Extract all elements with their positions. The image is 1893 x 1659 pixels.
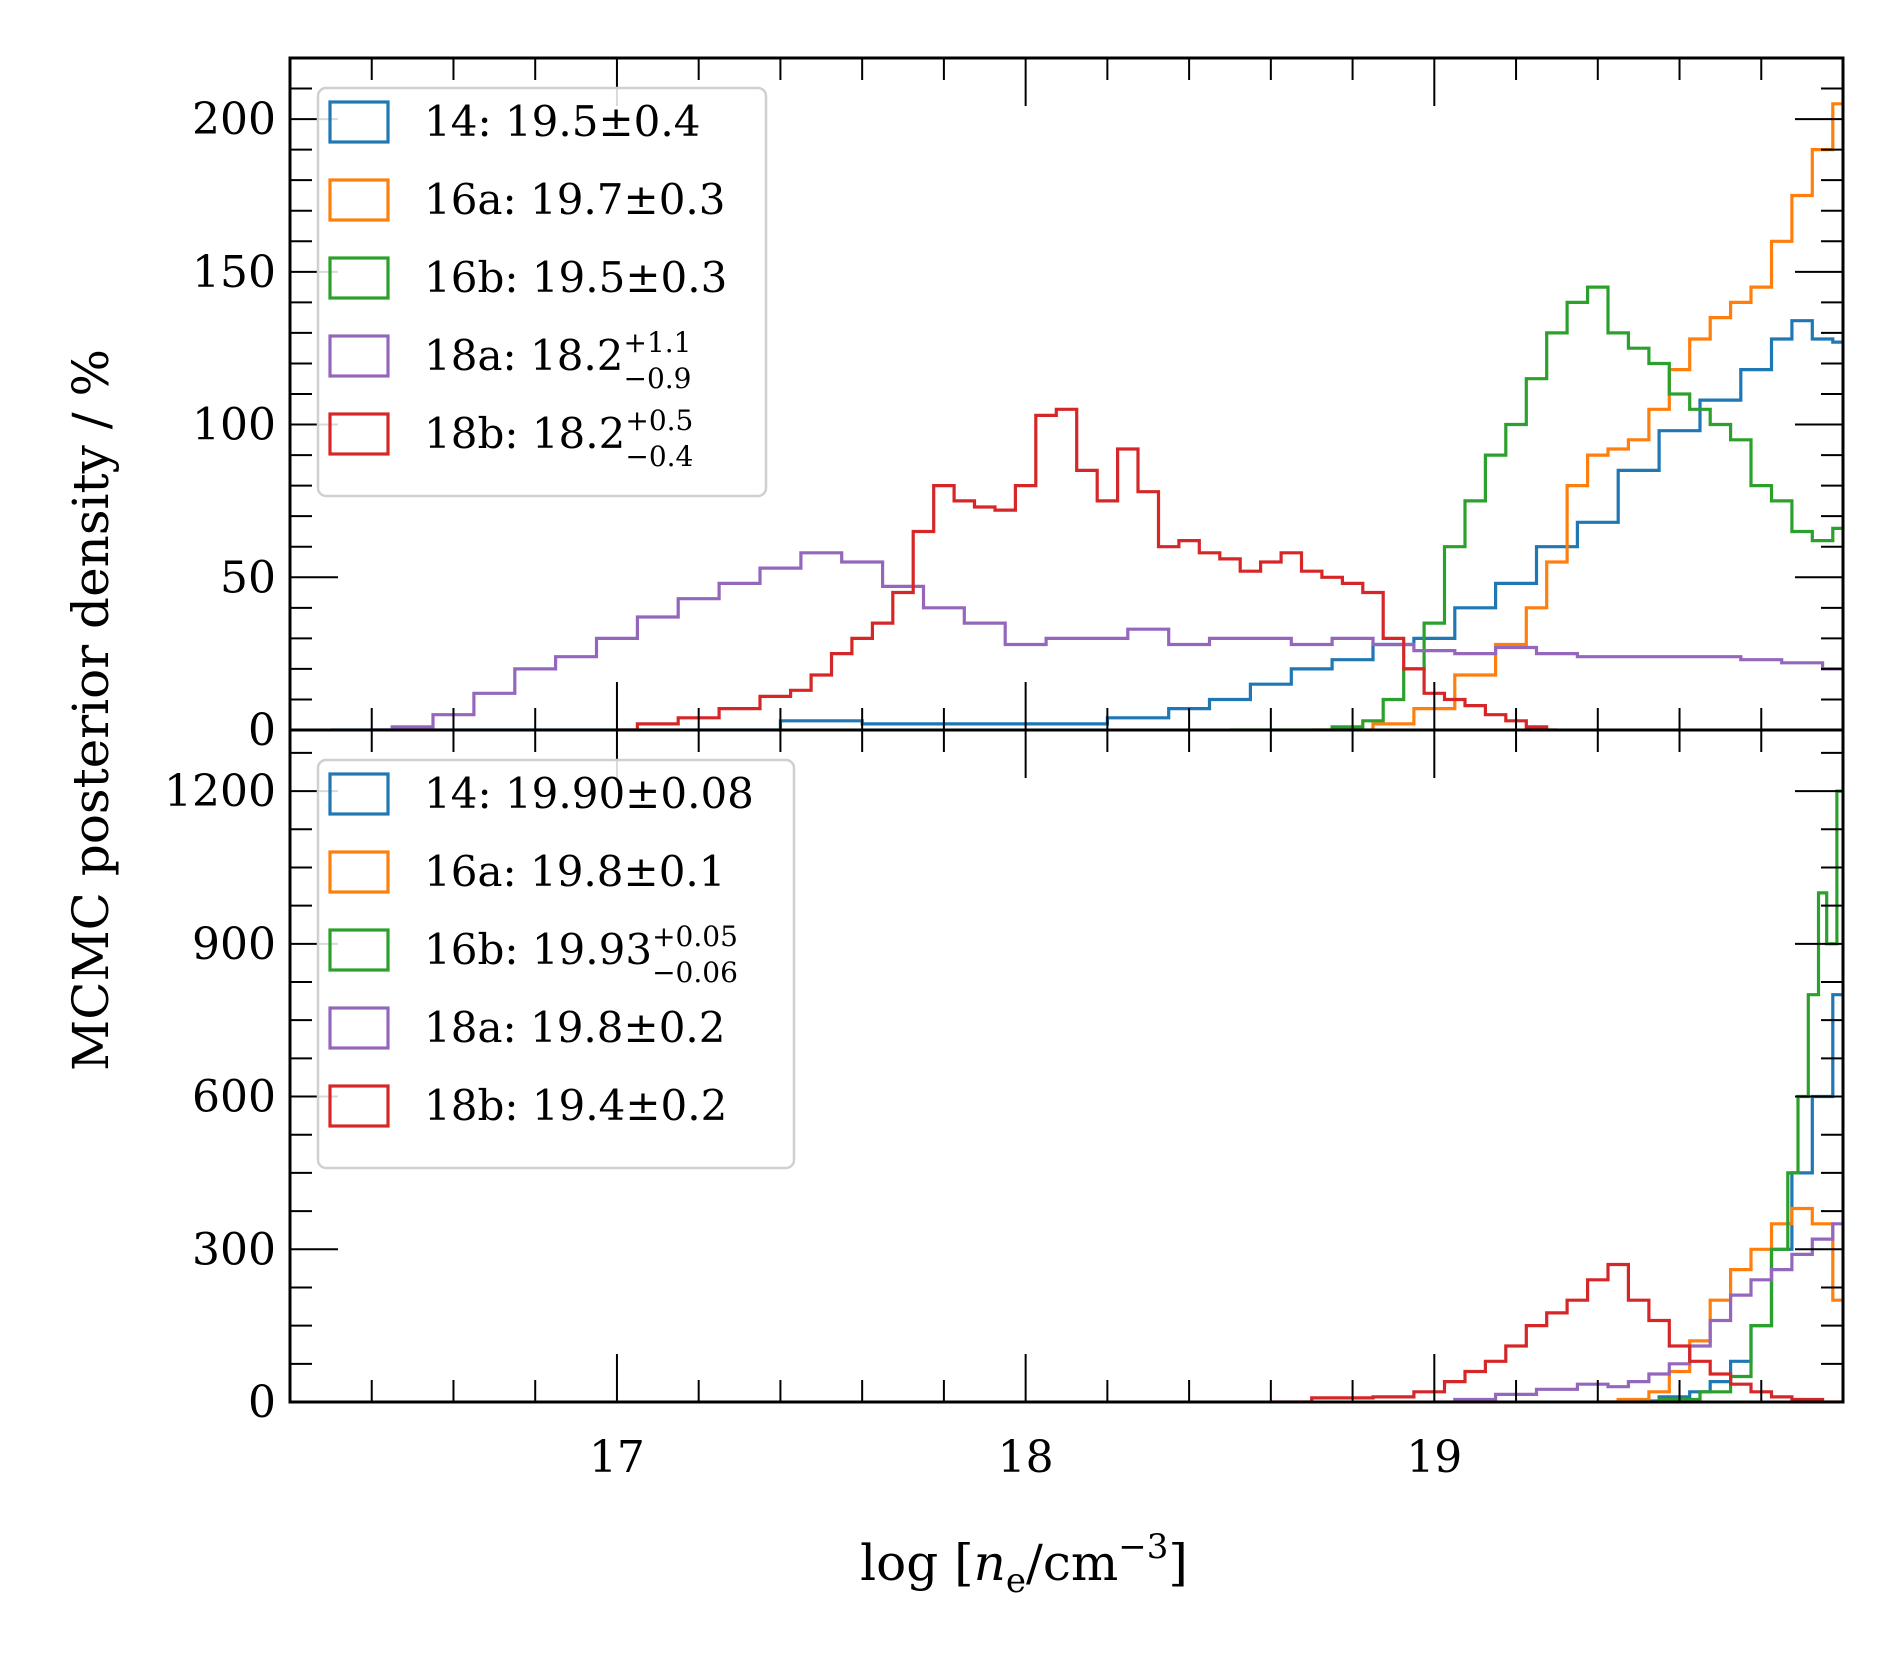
legend-box (316, 86, 768, 498)
x-tick-label: 17 (589, 1432, 645, 1483)
y-tick-label: 0 (248, 705, 276, 756)
x-axis-label: log [ne/cm−3] (860, 1527, 1188, 1601)
top-panel: 0 50 100 150 200 14: 19.5±0.4 16a: 19.7±0.3 16b… (192, 56, 1845, 756)
legend-box (316, 758, 796, 1170)
series-line-s16b (1230, 285, 1843, 730)
legend-swatch-s18a (328, 1006, 390, 1050)
y-tick-label: 200 (192, 94, 276, 145)
series-line-s14 (1597, 993, 1843, 1402)
legend-label-s14: 14: 19.5±0.4 (424, 97, 700, 146)
legend-swatch-s18b (328, 412, 390, 456)
y-tick-label: 900 (192, 919, 276, 970)
x-tick-label: 18 (998, 1432, 1054, 1483)
series-line-s16b (1638, 789, 1843, 1402)
legend-label-s18a: 18a: 18.2+1.1 −0.9 (424, 326, 692, 395)
x-tick-label: 19 (1406, 1432, 1462, 1483)
legend-label-s16b: 16b: 19.5±0.3 (424, 253, 727, 302)
y-tick-label: 50 (220, 552, 276, 603)
series-line-s16a (1311, 102, 1843, 730)
series-line-s18a (371, 551, 1843, 730)
series-line-s18b (616, 407, 1557, 730)
y-tick-label: 100 (192, 400, 276, 451)
series-line-s16a (1597, 1206, 1843, 1402)
y-tick-label: 600 (192, 1072, 276, 1123)
legend-swatch-s18a (328, 334, 390, 378)
y-tick-label: 150 (192, 247, 276, 298)
y-tick-label: 300 (192, 1224, 276, 1275)
y-axis-label: MCMC posterior density / % (62, 349, 120, 1071)
legend-label-s18b: 18b: 18.2+0.5 −0.4 (424, 404, 693, 473)
series-line-s18a (1434, 1222, 1843, 1402)
legend-swatch-s14 (328, 100, 390, 144)
legend-label-s18b: 18b: 19.4±0.2 (424, 1081, 727, 1130)
legend-swatch-s16b (328, 928, 390, 972)
legend-swatch-s16b (328, 256, 390, 300)
legend-swatch-s16a (328, 178, 390, 222)
axes-frame (288, 728, 1845, 1404)
legend-swatch-s16a (328, 850, 390, 894)
legend: 14: 19.90±0.08 16a: 19.8±0.1 16b: 19.93+0.… (316, 758, 796, 1170)
legend-label-s16b: 16b: 19.93+0.05 −0.06 (424, 920, 738, 989)
legend-label-s16a: 16a: 19.8±0.1 (424, 847, 726, 896)
legend-swatch-s14 (328, 772, 390, 816)
legend-label-s18a: 18a: 19.8±0.2 (424, 1003, 726, 1052)
y-tick-label: 0 (248, 1377, 276, 1428)
legend-swatch-s18b (328, 1084, 390, 1128)
legend: 14: 19.5±0.4 16a: 19.7±0.3 16b: 19.5±0.3 18… (316, 86, 768, 498)
y-tick-label: 1200 (164, 766, 276, 817)
bottom-panel: 0 300 600 900 1200 17 18 19 14: 19.90±0.08 16a: 1… (164, 728, 1845, 1483)
series-line-s18b (1270, 1262, 1843, 1402)
legend-label-s16a: 16a: 19.7±0.3 (424, 175, 726, 224)
legend-label-s14: 14: 19.90±0.08 (424, 769, 754, 818)
